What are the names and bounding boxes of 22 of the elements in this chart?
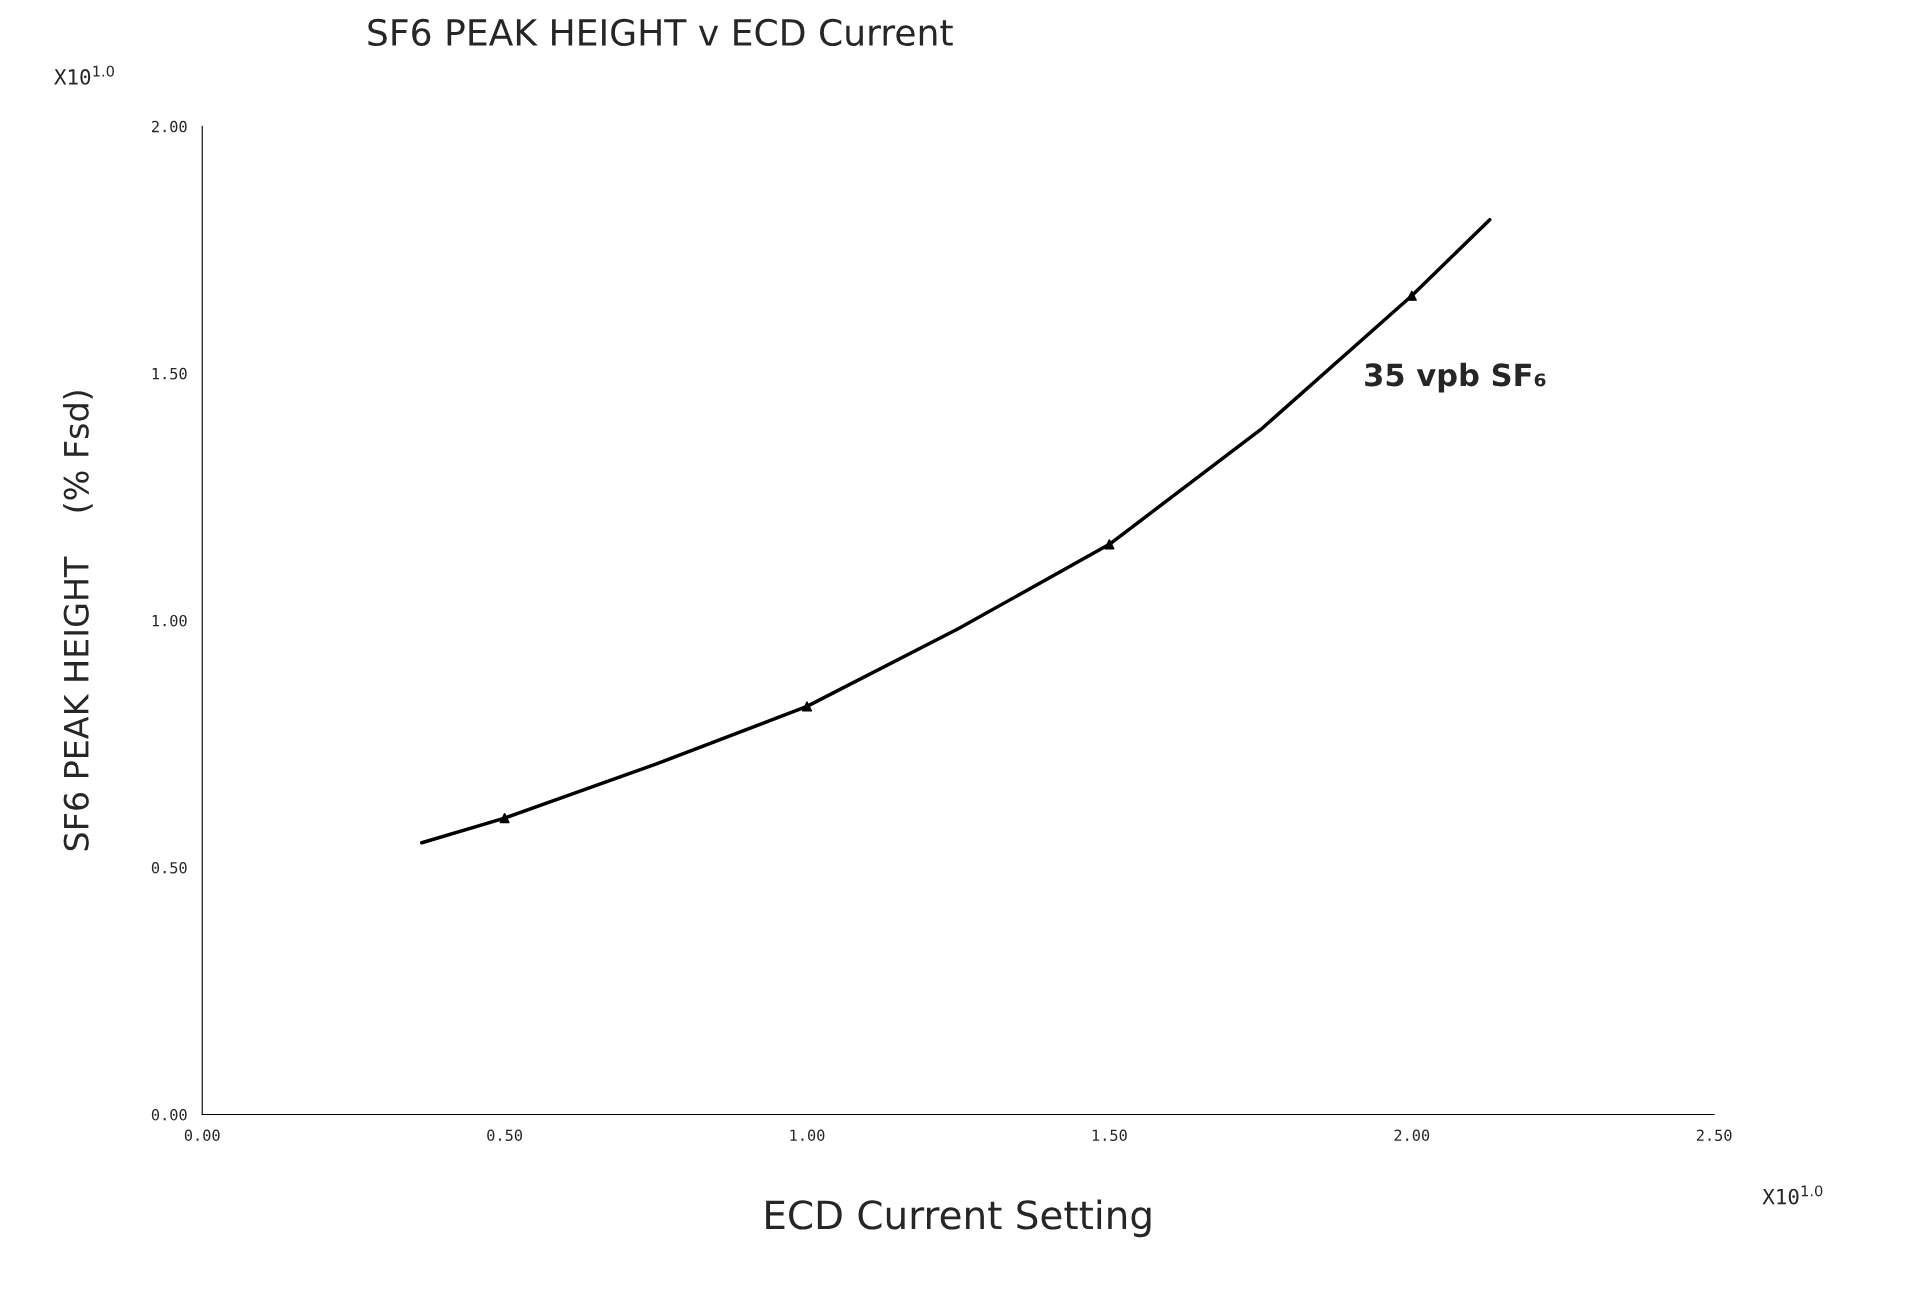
x-tick-label: 0.00 (184, 1129, 220, 1141)
x-tick-label: 1.00 (790, 1129, 825, 1141)
x-tick-label: 0.50 (487, 1129, 523, 1141)
text: X10$^{1.0}$ (54, 65, 114, 85)
point (1104, 539, 1115, 550)
x-tick-label: 2.00 (1394, 1129, 1430, 1141)
y-tick-label: 0.50 (151, 861, 187, 874)
point (1406, 290, 1417, 301)
x-axis-title: ECD Current Setting (766, 1199, 1151, 1238)
point (499, 812, 510, 824)
text: X10$^{1.0}$ (1762, 1185, 1823, 1205)
line-series (420, 217, 1492, 845)
chart-title: SF6 PEAK HEIGHT v ECD Current (368, 18, 953, 47)
x-tick-label: 1.50 (1092, 1129, 1127, 1141)
y-tick-label: 2.00 (151, 120, 187, 133)
point (801, 701, 813, 712)
y-tick-label: 0.00 (151, 1109, 187, 1121)
x-tick-label: 2.50 (1696, 1129, 1732, 1141)
y-axis-title: SF6 PEAK HEIGHT (% Fsd) (63, 391, 93, 851)
y-tick-label: 1.00 (152, 614, 187, 627)
annotation: 35 vpb SF₆ (1365, 362, 1546, 393)
y-tick-label: 1.50 (152, 367, 187, 380)
